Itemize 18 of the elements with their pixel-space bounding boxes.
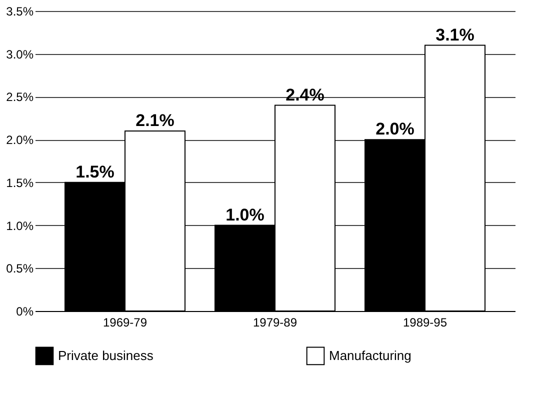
data-label: 2.1% <box>136 111 174 130</box>
data-label: 3.1% <box>436 25 474 44</box>
x-tick-label: 1969-79 <box>102 316 148 330</box>
x-tick-label: 1979-89 <box>252 316 298 330</box>
data-label: 1.0% <box>226 205 264 224</box>
legend-label: Manufacturing <box>329 348 412 363</box>
y-tick-label: 3.5% <box>6 4 34 18</box>
data-label: 2.0% <box>376 120 414 139</box>
y-tick-label: 0% <box>16 304 34 318</box>
y-tick-label: 2.0% <box>6 133 34 148</box>
x-tick-label: 1989-95 <box>402 316 448 330</box>
y-tick-label: 2.5% <box>6 90 34 104</box>
y-tick-label: 1.5% <box>6 176 34 190</box>
data-label: 1.5% <box>76 162 114 182</box>
legend-label: Private business <box>58 348 154 363</box>
y-tick-label: 1.0% <box>6 218 34 233</box>
y-tick-label: 0.5% <box>6 262 34 276</box>
y-tick-label: 3.0% <box>6 47 34 62</box>
